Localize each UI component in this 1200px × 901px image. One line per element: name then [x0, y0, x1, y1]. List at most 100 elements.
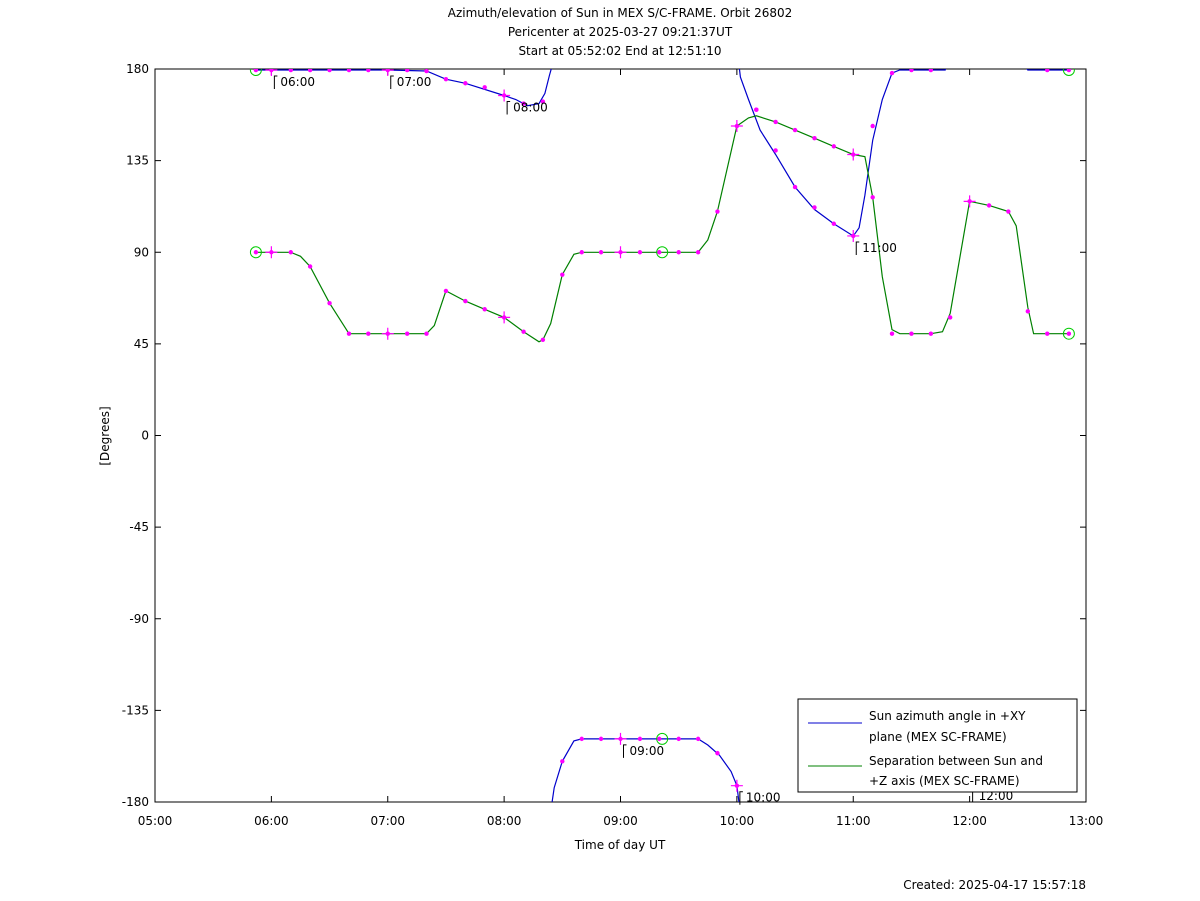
data-point-separation [346, 331, 352, 336]
data-point-azimuth [909, 69, 914, 73]
annotation-label: 10:00 [746, 791, 781, 805]
y-tick-label: 135 [126, 154, 149, 168]
annotation-label: 07:00 [397, 75, 432, 89]
hour-marker-azimuth [498, 89, 511, 102]
legend-label-azimuth-2: plane (MEX SC-FRAME) [869, 730, 1007, 744]
data-point-separation [253, 250, 259, 255]
data-point-azimuth [560, 759, 565, 764]
time-annotation: 09:00 [623, 744, 665, 758]
plot-markers [249, 69, 1075, 792]
legend-box [797, 698, 1078, 793]
data-point-azimuth [598, 736, 604, 742]
x-tick-label: 06:00 [254, 814, 289, 828]
data-point-azimuth [307, 69, 313, 73]
data-point-separation [831, 144, 837, 149]
data-point-separation [307, 264, 313, 269]
title-line-1: Azimuth/elevation of Sun in MEX S/C-FRAM… [448, 6, 793, 20]
hour-marker-separation [614, 246, 627, 259]
data-point-separation [909, 331, 914, 336]
x-tick-label: 11:00 [836, 814, 871, 828]
data-point-azimuth [404, 69, 410, 73]
x-tick-label: 05:00 [138, 814, 173, 828]
chart-title: Azimuth/elevation of Sun in MEX S/C-FRAM… [448, 6, 793, 58]
event-marker-separation [249, 246, 262, 259]
data-point-azimuth [676, 736, 681, 742]
annotation-label: 09:00 [630, 744, 665, 758]
annotation-label: 11:00 [862, 241, 897, 255]
annotation-pointer [390, 75, 394, 90]
data-point-separation [928, 331, 934, 336]
data-point-azimuth [366, 69, 371, 73]
y-tick-label: 45 [134, 337, 149, 351]
data-point-azimuth [1066, 69, 1072, 73]
data-point-separation [947, 315, 953, 320]
data-point-azimuth [889, 70, 895, 76]
data-point-azimuth [715, 750, 720, 756]
x-tick-label: 09:00 [603, 814, 638, 828]
time-annotation: 06:00 [273, 75, 315, 90]
legend: Sun azimuth angle in +XY plane (MEX SC-F… [797, 698, 1078, 793]
y-tick-label: -45 [129, 520, 149, 534]
hour-marker-separation [265, 246, 278, 259]
legend-label-azimuth-1: Sun azimuth angle in +XY [869, 709, 1026, 723]
data-point-azimuth [792, 184, 798, 190]
data-point-separation [579, 250, 584, 255]
y-axis-label: [Degrees] [98, 406, 112, 465]
data-point-separation [288, 250, 294, 255]
time-annotation: 11:00 [855, 241, 897, 255]
data-point-separation [521, 329, 526, 334]
event-marker-azimuth [656, 732, 669, 745]
data-point-separation [889, 331, 895, 336]
data-point-separation [715, 209, 720, 214]
data-point-separation [1025, 309, 1031, 314]
data-point-separation [366, 331, 371, 336]
data-point-azimuth [695, 736, 701, 742]
data-point-separation [637, 250, 643, 255]
event-marker-separation [656, 246, 669, 259]
axes: 05:00 06:00 07:00 08:00 09:00 10:00 11:00 12:00… [122, 62, 1104, 828]
annotation-pointer [506, 100, 511, 115]
data-point-separation [598, 250, 604, 255]
data-point-separation [1006, 209, 1011, 214]
data-point-separation [792, 127, 798, 133]
data-point-azimuth [870, 123, 875, 129]
hour-marker-separation [963, 195, 976, 208]
data-point-separation [676, 250, 681, 255]
data-point-azimuth [327, 69, 332, 73]
data-point-separation [327, 300, 332, 306]
hour-marker-azimuth [730, 779, 743, 792]
data-point-separation [870, 195, 875, 200]
data-point-azimuth [253, 69, 259, 73]
hour-marker-separation [381, 327, 394, 340]
title-line-2: Pericenter at 2025-03-27 09:21:37UT [508, 25, 733, 39]
data-point-azimuth [928, 69, 934, 73]
x-tick-label: 08:00 [487, 814, 522, 828]
y-tick-label: 180 [126, 62, 149, 76]
series-line-separation [255, 115, 1069, 343]
data-point-azimuth [482, 85, 487, 90]
data-point-separation [424, 331, 429, 336]
data-point-separation [463, 298, 468, 304]
time-annotation: 07:00 [390, 75, 432, 90]
y-tick-label: -135 [122, 703, 149, 717]
data-point-azimuth [579, 736, 584, 742]
data-point-azimuth [443, 76, 449, 82]
data-point-separation [540, 337, 546, 343]
data-point-separation [1066, 331, 1072, 336]
data-point-separation [404, 331, 410, 336]
data-point-separation [812, 136, 817, 141]
data-point-azimuth [463, 81, 468, 86]
data-point-separation [1045, 331, 1050, 336]
data-point-separation [443, 288, 449, 294]
data-point-separation [560, 272, 565, 277]
legend-label-separation-2: +Z axis (MEX SC-FRAME) [869, 774, 1020, 788]
data-point-separation [986, 203, 992, 208]
hour-marker-azimuth [847, 229, 860, 242]
data-point-separation [482, 307, 487, 312]
x-tick-label: 13:00 [1069, 814, 1104, 828]
annotation-label: 08:00 [513, 100, 548, 114]
x-tick-label: 07:00 [370, 814, 405, 828]
data-point-azimuth [657, 736, 662, 742]
